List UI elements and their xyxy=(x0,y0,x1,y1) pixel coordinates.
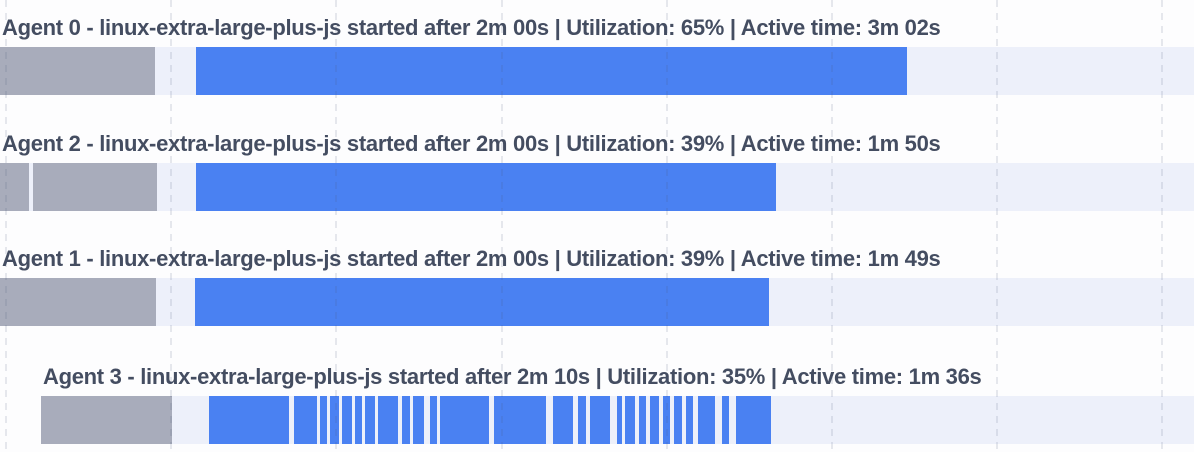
active-segment xyxy=(209,396,289,444)
agent-row: Agent 1 - linux-extra-large-plus-js star… xyxy=(0,244,1194,326)
active-segment xyxy=(639,396,646,444)
active-segment xyxy=(378,396,398,444)
agent-row-title: Agent 2 - linux-extra-large-plus-js star… xyxy=(2,131,941,156)
active-segment xyxy=(494,396,546,444)
active-segment xyxy=(722,396,729,444)
agent-row-title: Agent 1 - linux-extra-large-plus-js star… xyxy=(2,246,941,271)
active-segment xyxy=(196,163,776,211)
active-segment xyxy=(698,396,715,444)
active-segment xyxy=(294,396,317,444)
agent-row-title: Agent 0 - linux-extra-large-plus-js star… xyxy=(2,15,941,40)
idle-segment xyxy=(32,163,157,211)
active-segment xyxy=(365,396,375,444)
idle-segment xyxy=(0,47,155,95)
agent-timeline xyxy=(0,163,1194,211)
active-segment xyxy=(342,396,352,444)
active-segment xyxy=(553,396,573,444)
agent-row: Agent 2 - linux-extra-large-plus-js star… xyxy=(0,129,1194,211)
active-segment xyxy=(617,396,622,444)
idle-segment xyxy=(41,396,172,444)
active-segment xyxy=(736,396,771,444)
active-segment xyxy=(355,396,362,444)
active-segment xyxy=(674,396,682,444)
active-segment xyxy=(663,396,670,444)
active-segment xyxy=(320,396,327,444)
idle-segment xyxy=(0,278,156,326)
active-segment xyxy=(650,396,659,444)
active-segment xyxy=(686,396,693,444)
agent-timeline xyxy=(0,278,1194,326)
active-segment xyxy=(625,396,635,444)
agent-timeline xyxy=(0,396,1194,444)
agent-row: Agent 3 - linux-extra-large-plus-js star… xyxy=(0,362,1194,444)
active-segment xyxy=(194,278,769,326)
active-segment xyxy=(402,396,410,444)
active-segment xyxy=(196,47,907,95)
active-segment xyxy=(590,396,610,444)
active-segment xyxy=(430,396,437,444)
active-segment xyxy=(440,396,489,444)
idle-segment xyxy=(0,163,29,211)
agent-timeline xyxy=(0,47,1194,95)
active-segment xyxy=(413,396,424,444)
agent-row: Agent 0 - linux-extra-large-plus-js star… xyxy=(0,13,1194,95)
agent-row-title: Agent 3 - linux-extra-large-plus-js star… xyxy=(43,364,982,389)
active-segment xyxy=(578,396,586,444)
active-segment xyxy=(330,396,339,444)
